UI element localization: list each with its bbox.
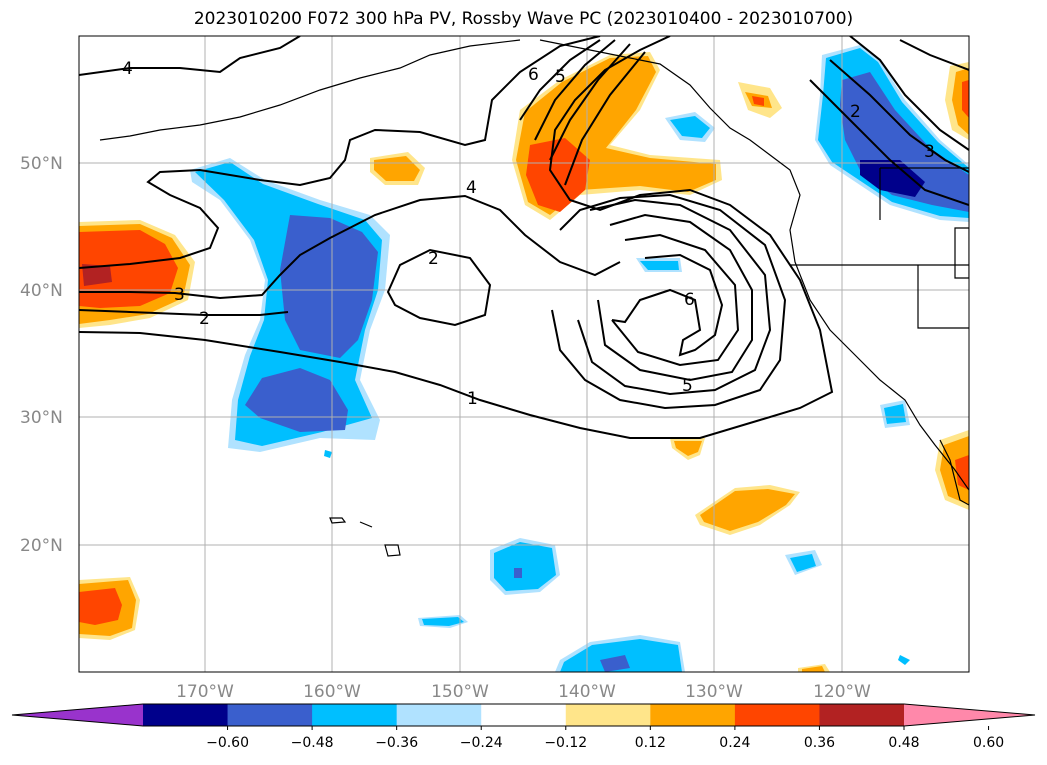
shaded-anomaly-fields — [79, 45, 969, 672]
lon-label: 120°W — [813, 682, 871, 702]
colorbar-extend-high — [904, 704, 1035, 726]
contour-label: 2 — [850, 102, 861, 122]
colorbar-tick-label: −0.24 — [460, 735, 503, 751]
colorbar-segment — [481, 704, 567, 726]
contour-label: 3 — [174, 285, 185, 305]
contour-label: 1 — [467, 389, 478, 409]
lat-label: 30°N — [20, 408, 63, 428]
colorbar-tick-label: −0.12 — [544, 735, 587, 751]
colorbar-tick-label: 0.48 — [888, 735, 919, 751]
lon-label: 140°W — [558, 682, 616, 702]
contour-label: 6 — [528, 65, 539, 85]
colorbar-tick-label: 0.12 — [635, 735, 666, 751]
pv-contours — [79, 36, 969, 439]
colorbar-segment — [734, 704, 820, 726]
graticule — [79, 36, 969, 672]
colorbar-segment — [143, 704, 229, 726]
longitude-labels: 170°W 160°W 150°W 140°W 130°W 120°W — [176, 682, 871, 702]
contour-label: 6 — [684, 290, 695, 310]
lon-label: 150°W — [431, 682, 489, 702]
lon-label: 130°W — [685, 682, 743, 702]
colorbar-extend-low — [12, 704, 143, 726]
lat-label: 50°N — [20, 154, 63, 174]
contour-label: 5 — [555, 67, 566, 87]
colorbar-segment — [227, 704, 313, 726]
colorbar-segment — [565, 704, 651, 726]
colorbar-tick-label: 0.24 — [719, 735, 750, 751]
colorbar-segment — [312, 704, 398, 726]
contour-label: 3 — [924, 142, 935, 162]
colorbar-tick-label: −0.36 — [375, 735, 418, 751]
colorbar-tick-label: 0.36 — [804, 735, 835, 751]
colorbar-segment — [819, 704, 905, 726]
contour-label: 5 — [682, 376, 693, 396]
coastlines — [99, 39, 969, 557]
colorbar: −0.60 −0.48 −0.36 −0.24 −0.12 0.12 0.24 0.36 0.4… — [11, 703, 1036, 751]
contour-label: 2 — [199, 309, 210, 329]
colorbar-tick-label: −0.60 — [206, 735, 249, 751]
colorbar-tick-label: −0.48 — [291, 735, 334, 751]
lat-label: 40°N — [20, 281, 63, 301]
colorbar-segment — [396, 704, 482, 726]
latitude-labels: 50°N 40°N 30°N 20°N — [20, 154, 63, 556]
map-frame — [78, 35, 970, 673]
contour-label: 2 — [428, 249, 439, 269]
contour-label: 4 — [466, 178, 477, 198]
colorbar-outline — [11, 703, 1036, 727]
lon-label: 160°W — [303, 682, 361, 702]
colorbar-tick-label: 0.60 — [973, 735, 1004, 751]
map-title: 2023010200 F072 300 hPa PV, Rossby Wave … — [193, 9, 854, 29]
contour-labels: 4 6 5 4 2 3 2 1 6 5 2 3 — [122, 59, 935, 409]
lon-label: 170°W — [176, 682, 234, 702]
lat-label: 20°N — [20, 536, 63, 556]
contour-label: 4 — [122, 59, 133, 79]
colorbar-segment — [650, 704, 736, 726]
